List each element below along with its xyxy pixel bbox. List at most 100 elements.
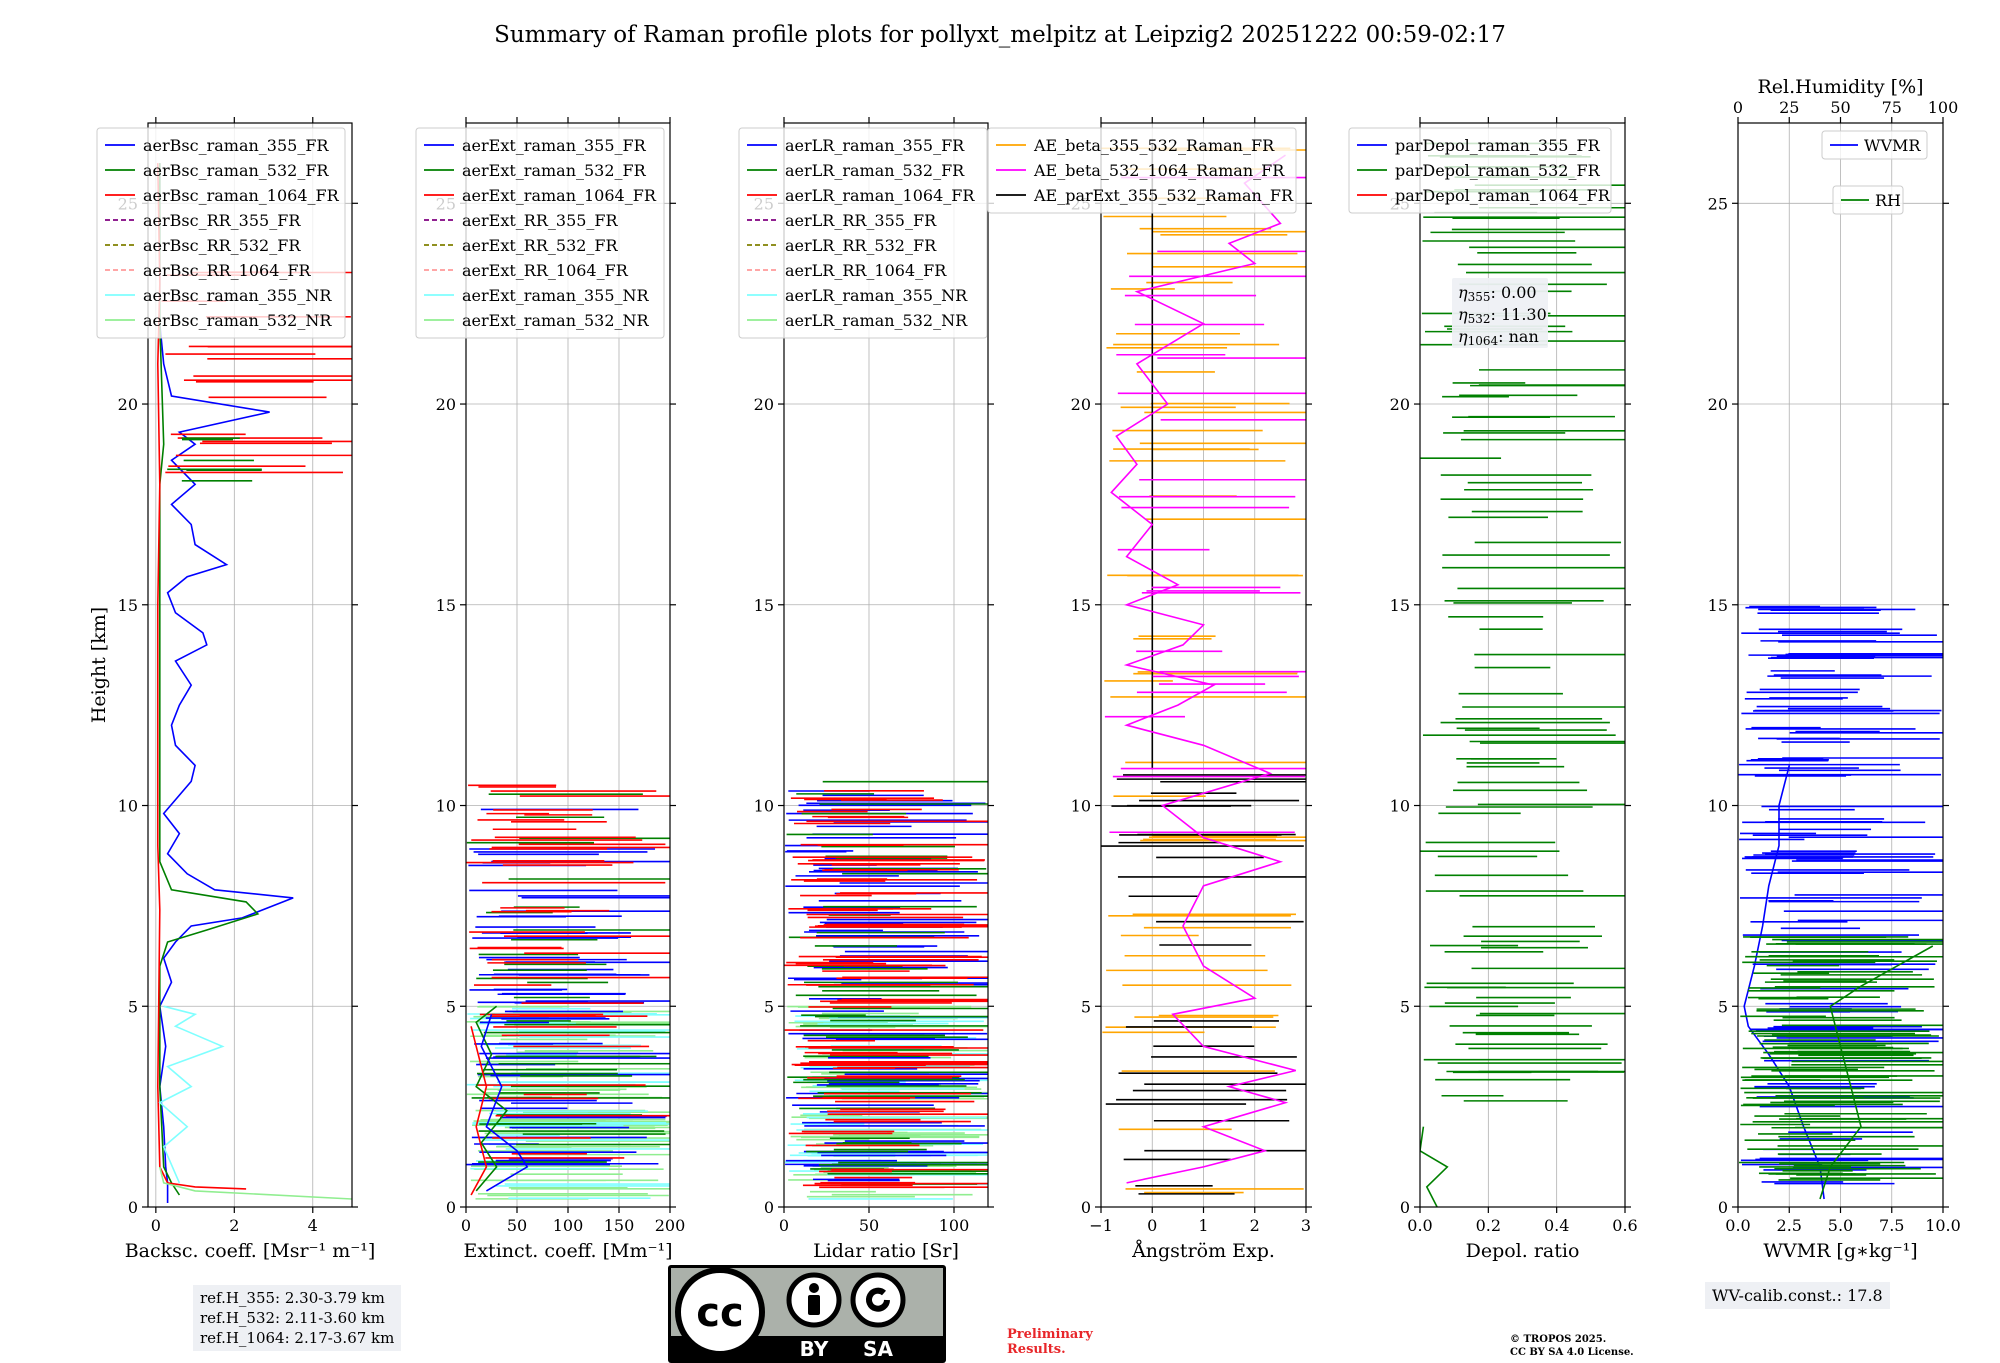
x-tick-label: 100 (553, 1216, 584, 1235)
x-tick-label: 1 (1198, 1216, 1208, 1235)
eta-label: η355: 0.00 (1458, 283, 1537, 304)
x-axis-label: Backsc. coeff. [Msr⁻¹ m⁻¹] (125, 1240, 376, 1262)
y-tick-label: 20 (118, 395, 138, 414)
preliminary-line-2: Results. (1007, 1342, 1066, 1357)
y-tick-label: 5 (1718, 997, 1728, 1016)
legend-entry: aerLR_raman_532_FR (785, 161, 965, 180)
legend-box (415, 127, 665, 339)
x-tick-label: 2 (229, 1216, 239, 1235)
x-tick-label: 0 (461, 1216, 471, 1235)
chart-panel-5: 0.00.20.40.60510152025Depol. ratioparDep… (1348, 117, 1638, 1262)
x-tick-label: 0 (1147, 1216, 1157, 1235)
x-tick-label: −1 (1089, 1216, 1113, 1235)
legend-entry: parDepol_raman_355_FR (1395, 136, 1601, 155)
x-tick-label: 0.4 (1544, 1216, 1569, 1235)
x-axis-label: Ångström Exp. (1131, 1240, 1275, 1262)
y-tick-label: 10 (754, 797, 774, 816)
copyright-line-2: CC BY SA 4.0 License. (1510, 1347, 1634, 1358)
by-person-body (808, 1295, 820, 1315)
x2-tick-label: 75 (1882, 98, 1902, 117)
legend-entry: aerBsc_RR_1064_FR (143, 261, 312, 280)
copyright-line-1: © TROPOS 2025. (1510, 1334, 1607, 1345)
y-tick-label: 15 (118, 596, 138, 615)
legend-entry: aerExt_raman_355_NR (462, 286, 650, 305)
x2-tick-label: 100 (1928, 98, 1959, 117)
legend-entry: aerExt_raman_532_NR (462, 311, 650, 330)
preliminary-line-1: Preliminary (1007, 1327, 1093, 1342)
series-line (1110, 154, 1297, 1184)
y-tick-label: 15 (1708, 596, 1728, 615)
chart-panel-2: 0501001502000510152025Extinct. coeff. [M… (415, 117, 686, 1262)
x-tick-label: 200 (655, 1216, 686, 1235)
y-tick-label: 20 (1071, 395, 1091, 414)
x-tick-label: 5.0 (1828, 1216, 1853, 1235)
series-line (159, 163, 260, 1196)
x-tick-label: 0 (779, 1216, 789, 1235)
x-tick-label: 10.0 (1925, 1216, 1961, 1235)
legend-entry: aerExt_raman_532_FR (462, 161, 647, 180)
series-line (156, 163, 247, 1190)
y-tick-label: 20 (1708, 395, 1728, 414)
y-tick-label: 0 (764, 1198, 774, 1217)
x-tick-label: 150 (604, 1216, 635, 1235)
legend-entry: aerLR_raman_355_FR (785, 136, 965, 155)
sa-share-arc (866, 1287, 890, 1312)
y-tick-label: 15 (436, 596, 456, 615)
x-axis-label: WVMR [g∗kg⁻¹] (1763, 1240, 1917, 1262)
y-tick-label: 15 (754, 596, 774, 615)
y-tick-label: 5 (1081, 997, 1091, 1016)
x-tick-label: 100 (939, 1216, 970, 1235)
wv-calibration-box: WV-calib.const.: 17.8 (1705, 1282, 1890, 1309)
x-tick-label: 50 (859, 1216, 879, 1235)
y-tick-label: 0 (1400, 1198, 1410, 1217)
x-tick-label: 3 (1301, 1216, 1311, 1235)
legend-entry: aerLR_RR_1064_FR (785, 261, 947, 280)
legend-entry: aerExt_raman_355_FR (462, 136, 647, 155)
legend-entry: AE_beta_355_532_Raman_FR (1033, 136, 1275, 155)
x-tick-label: 0.2 (1476, 1216, 1501, 1235)
y-tick-label: 15 (1071, 596, 1091, 615)
legend-box (96, 127, 346, 339)
y-tick-label: 20 (754, 395, 774, 414)
legend-entry: AE_beta_532_1064_Raman_FR (1033, 161, 1285, 180)
x-tick-label: 50 (507, 1216, 527, 1235)
preliminary-results-note: Preliminary Results. (1007, 1327, 1093, 1357)
axes-frame (147, 122, 353, 1208)
legend-entry: aerBsc_raman_355_FR (143, 136, 329, 155)
series-line (480, 1014, 529, 1192)
series-line (1420, 1126, 1449, 1207)
x2-tick-label: 25 (1779, 98, 1799, 117)
legend-entry: aerExt_raman_1064_FR (462, 186, 657, 205)
y-tick-label: 25 (1708, 194, 1728, 213)
series-line (158, 163, 294, 1203)
chart-panel-1: 0240510152025Backsc. coeff. [Msr⁻¹ m⁻¹]H… (88, 117, 375, 1262)
legend-entry: parDepol_raman_532_FR (1395, 161, 1601, 180)
data-layer (156, 163, 352, 1203)
y-axis-label: Height [km] (88, 607, 110, 723)
x-tick-label: 0.0 (1407, 1216, 1432, 1235)
x-axis-label: Lidar ratio [Sr] (813, 1240, 959, 1262)
y-tick-label: 10 (1071, 797, 1091, 816)
y-tick-label: 5 (764, 997, 774, 1016)
y-tick-label: 5 (128, 997, 138, 1016)
legend-entry: aerBsc_raman_1064_FR (143, 186, 340, 205)
x-tick-label: 2.5 (1777, 1216, 1802, 1235)
legend-entry: aerLR_raman_355_NR (785, 286, 968, 305)
data-layer (784, 780, 988, 1200)
series-line (1743, 765, 1825, 1200)
axes-frame (783, 122, 989, 1208)
legend-entry: aerBsc_raman_532_NR (143, 311, 332, 330)
series-line (475, 1005, 508, 1192)
axes-frame (1419, 122, 1626, 1208)
series-line (158, 1005, 225, 1184)
page-title: Summary of Raman profile plots for polly… (494, 22, 1506, 48)
x-tick-label: 7.5 (1879, 1216, 1904, 1235)
legend-entry: AE_parExt_355_532_Raman_FR (1033, 186, 1294, 205)
legend-entry: aerBsc_raman_532_FR (143, 161, 329, 180)
y-tick-label: 20 (1390, 395, 1410, 414)
sa-share-icon (850, 1272, 906, 1328)
x-tick-label: 0 (151, 1216, 161, 1235)
x-tick-label: 2 (1250, 1216, 1260, 1235)
y-tick-label: 5 (446, 997, 456, 1016)
